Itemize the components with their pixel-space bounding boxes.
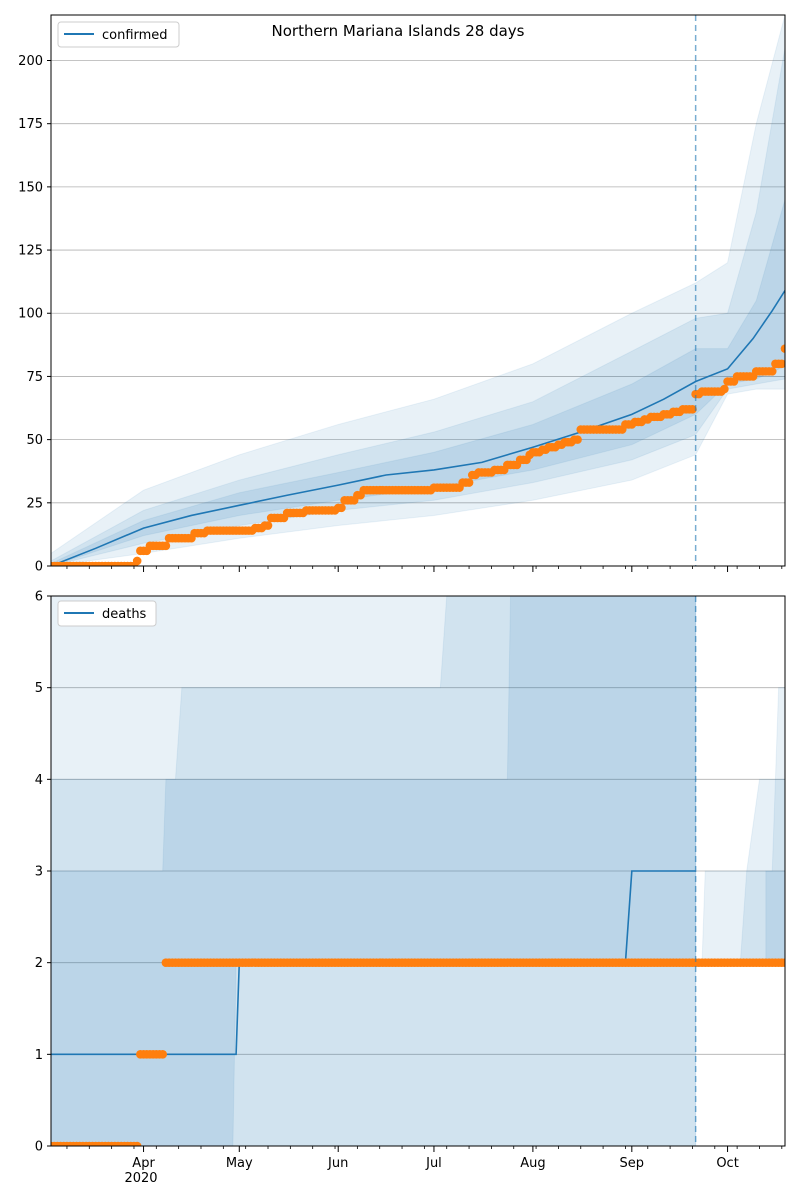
confirmed-observed-point (132, 556, 142, 566)
confirmed-observed-point (263, 521, 273, 530)
confirmed-grid (51, 60, 785, 567)
deaths-observed-point (132, 1141, 142, 1146)
confirmed-ytick-label: 200 (18, 54, 43, 69)
x-tick-label-may: May (226, 1156, 253, 1171)
confirmed-ytick-label: 75 (26, 370, 43, 385)
x-tick-label-aug: Aug (520, 1156, 545, 1171)
confirmed-observed-point (777, 359, 785, 369)
x-tick-label-oct: Oct (716, 1156, 738, 1171)
confirmed-observed-point (780, 344, 785, 353)
x-tick-label-jul: Jul (425, 1156, 442, 1171)
deaths-ytick-label: 2 (35, 956, 43, 971)
x-tick-label-sep: Sep (620, 1156, 645, 1171)
confirmed-legend-label: confirmed (102, 28, 168, 43)
chart-title: Northern Mariana Islands 28 days (272, 22, 525, 40)
deaths-ytick-label: 3 (35, 865, 43, 880)
x-axis-year-label: 2020 (124, 1171, 157, 1186)
confirmed-observed-point (573, 435, 582, 444)
confirmed-observed-points (51, 344, 785, 566)
deaths-ytick-label: 4 (35, 773, 43, 788)
confirmed-ytick-label: 125 (18, 244, 43, 259)
deaths-observed-points (51, 958, 785, 1146)
confirmed-observed-point (161, 541, 171, 551)
x-tick-label-apr: Apr (132, 1156, 155, 1171)
confirmed-y-axis: 0 25 50 75 100 125 150 175 200 (18, 54, 51, 575)
confirmed-observed-point (767, 367, 777, 376)
confirmed-observed-point (337, 503, 346, 513)
deaths-forecast-band-inner (765, 870, 785, 964)
confirmed-observed-point (688, 404, 697, 414)
deaths-ytick-label: 6 (35, 590, 43, 605)
deaths-panel: 0 1 2 3 4 5 6 Apr May Jun Jul Aug Sep Oct 2020 death… (35, 590, 786, 1186)
confirmed-observed-point (720, 384, 729, 394)
deaths-ytick-label: 1 (35, 1048, 43, 1063)
confirmed-bands (51, 15, 785, 566)
confirmed-ytick-label: 150 (18, 180, 43, 195)
deaths-observed-point (780, 958, 785, 967)
confirmed-x-ticks (66, 566, 783, 572)
confirmed-observed-point (464, 478, 474, 487)
x-tick-label-jun: Jun (327, 1156, 348, 1171)
deaths-y-axis: 0 1 2 3 4 5 6 (35, 590, 51, 1155)
confirmed-ytick-label: 0 (35, 560, 43, 575)
confirmed-ytick-label: 100 (18, 307, 43, 322)
confirmed-panel: 0 25 50 75 100 125 150 175 200 Northern Mariana … (18, 14, 786, 575)
confirmed-model-line (51, 290, 785, 566)
deaths-x-axis: Apr May Jun Jul Aug Sep Oct (66, 1146, 783, 1171)
deaths-observed-point (158, 1050, 167, 1059)
confirmed-ytick-label: 50 (26, 433, 43, 448)
deaths-band-middle (51, 596, 697, 1146)
deaths-ytick-label: 0 (35, 1140, 43, 1155)
confirmed-legend: confirmed (57, 21, 180, 48)
confirmed-band-inner (51, 199, 785, 566)
confirmed-ytick-label: 175 (18, 117, 43, 132)
confirmed-axes-frame (50, 14, 786, 567)
deaths-bands (51, 596, 785, 1146)
deaths-legend-label: deaths (102, 607, 147, 622)
deaths-band-outer (51, 596, 697, 1146)
confirmed-ytick-label: 25 (26, 496, 43, 511)
deaths-legend: deaths (57, 600, 157, 627)
deaths-ytick-label: 5 (35, 681, 43, 696)
